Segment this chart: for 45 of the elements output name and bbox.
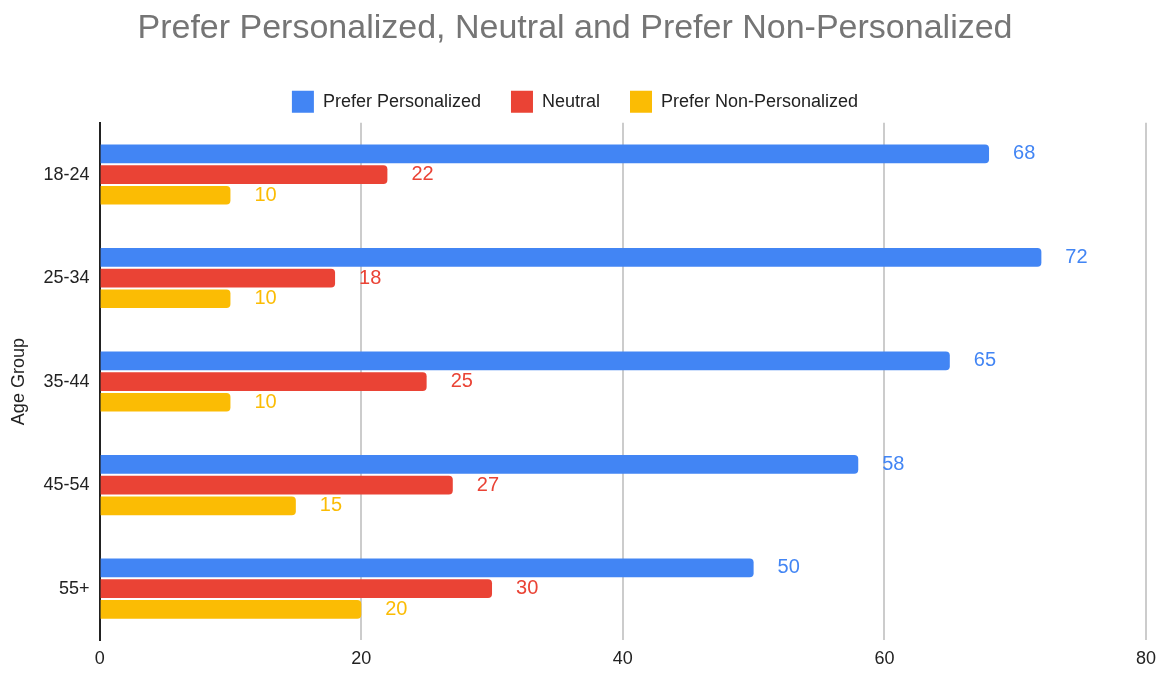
bar: [100, 372, 427, 391]
bar: [100, 248, 1042, 267]
y-axis-title: Age Group: [7, 338, 28, 426]
bar: [100, 268, 336, 288]
y-tick-label: 18-24: [43, 163, 90, 184]
y-tick-label: 45-54: [43, 474, 90, 495]
bar: [100, 185, 231, 205]
data-label: 10: [254, 389, 277, 412]
y-tick-label: 25-34: [43, 267, 90, 288]
legend-label: Neutral: [541, 90, 601, 111]
bar: [100, 475, 453, 495]
data-label: 27: [476, 472, 500, 495]
y-tick-label: 55+: [59, 577, 90, 598]
data-label: 25: [450, 369, 473, 392]
data-label: 18: [359, 265, 382, 288]
bar: [100, 579, 493, 598]
data-label: 30: [516, 576, 539, 599]
bar: [100, 558, 754, 578]
y-tick-label: 35-44: [43, 370, 90, 391]
bar: [100, 144, 990, 164]
x-tick-label: 20: [351, 648, 372, 669]
bar: [100, 600, 362, 619]
bar: [100, 351, 950, 371]
bar: [100, 289, 231, 309]
x-tick-label: 80: [1135, 648, 1157, 669]
data-label: 68: [1013, 141, 1036, 164]
data-label: 10: [254, 182, 277, 205]
data-label: 10: [254, 286, 277, 309]
data-label: 72: [1065, 244, 1088, 267]
chart-title: Prefer Personalized, Neutral and Prefer Non-Personalized: [137, 6, 1013, 45]
data-label: 20: [385, 596, 408, 619]
bar: [100, 496, 296, 516]
bar: [100, 165, 388, 184]
bar: [100, 392, 231, 412]
data-label: 50: [777, 555, 800, 578]
x-tick-label: 60: [874, 648, 895, 669]
x-tick-label: 0: [94, 648, 105, 669]
x-tick-label: 40: [612, 648, 633, 669]
data-label: 22: [411, 162, 434, 185]
bar: [100, 455, 859, 474]
legend-label: Prefer Personalized: [322, 90, 481, 111]
legend-label: Prefer Non-Personalized: [661, 90, 859, 111]
data-label: 15: [319, 493, 343, 516]
data-label: 65: [973, 348, 997, 371]
data-label: 58: [882, 451, 905, 474]
